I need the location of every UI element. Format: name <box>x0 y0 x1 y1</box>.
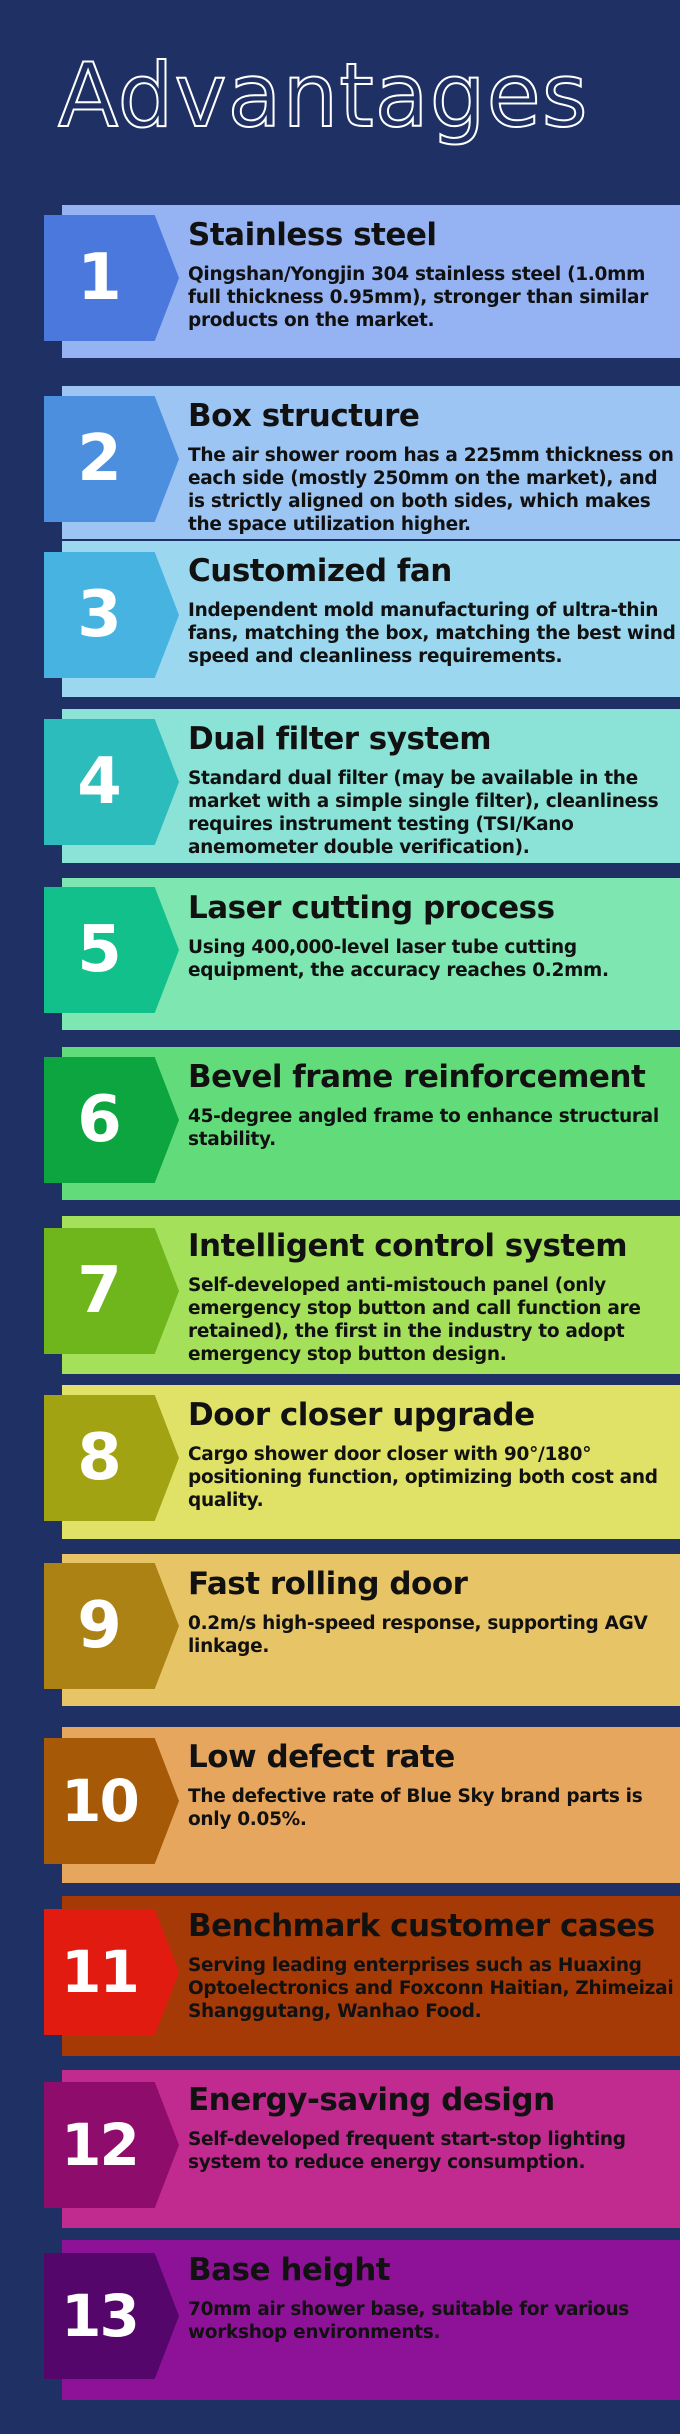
number-badge: 12 <box>44 2082 179 2208</box>
advantage-card: 12 Energy-saving design Self-developed fre… <box>44 2070 680 2228</box>
card-title: Door closer upgrade <box>188 1397 535 1433</box>
advantage-card: 5 Laser cutting process Using 400,000-leve… <box>44 878 680 1030</box>
card-description: Self-developed frequent start-stop light… <box>188 2129 626 2173</box>
card-description: Qingshan/Yongjin 304 stainless steel (1.… <box>188 264 649 331</box>
badge-number: 8 <box>77 1421 122 1495</box>
number-badge: 10 <box>44 1738 179 1864</box>
card-title: Box structure <box>188 398 420 434</box>
badge-number: 1 <box>77 241 122 315</box>
card-description: 0.2m/s high-speed response, supporting A… <box>188 1613 648 1657</box>
advantage-card: 10 Low defect rate The defective rate of B… <box>44 1727 680 1883</box>
advantage-card: 1 Stainless steel Qingshan/Yongjin 304 sta… <box>44 205 680 358</box>
badge-number: 13 <box>61 2282 140 2350</box>
advantage-card: 8 Door closer upgrade Cargo shower door cl… <box>44 1385 680 1539</box>
card-description: Independent mold manufacturing of ultra-… <box>188 600 676 667</box>
advantage-card: 2 Box structure The air shower room has a … <box>44 386 680 539</box>
card-title: Laser cutting process <box>188 890 555 926</box>
badge-number: 12 <box>61 2111 140 2179</box>
number-badge: 7 <box>44 1228 179 1354</box>
number-badge: 13 <box>44 2253 179 2379</box>
card-title: Benchmark customer cases <box>188 1908 655 1944</box>
card-description: 70mm air shower base, suitable for vario… <box>188 2299 630 2343</box>
advantage-card: 11 Benchmark customer cases Serving leadin… <box>44 1896 680 2056</box>
advantage-card: 13 Base height 70mm air shower base, suita… <box>44 2240 680 2400</box>
number-badge: 2 <box>44 396 179 522</box>
badge-number: 2 <box>77 422 122 496</box>
card-description: Using 400,000-level laser tube cutting e… <box>188 937 609 981</box>
card-title: Intelligent control system <box>188 1228 628 1264</box>
card-description: The defective rate of Blue Sky brand par… <box>188 1786 643 1830</box>
advantage-card: 9 Fast rolling door 0.2m/s high-speed resp… <box>44 1554 680 1706</box>
card-description: Self-developed anti-mistouch panel (only… <box>188 1275 641 1365</box>
number-badge: 6 <box>44 1057 179 1183</box>
advantage-card: 7 Intelligent control system Self-develope… <box>44 1216 680 1374</box>
number-badge: 9 <box>44 1563 179 1689</box>
badge-number: 5 <box>77 913 122 987</box>
advantage-card: 4 Dual filter system Standard dual filter … <box>44 709 680 863</box>
number-badge: 4 <box>44 719 179 845</box>
card-description: The air shower room has a 225mm thicknes… <box>188 445 674 535</box>
advantage-card: 6 Bevel frame reinforcement 45-degree angl… <box>44 1047 680 1200</box>
card-title: Energy-saving design <box>188 2082 555 2118</box>
advantage-card: 3 Customized fan Independent mold manufact… <box>44 541 680 697</box>
card-title: Bevel frame reinforcement <box>188 1059 646 1095</box>
page-title: Advantages <box>57 44 589 147</box>
number-badge: 1 <box>44 215 179 341</box>
card-title: Dual filter system <box>188 721 492 757</box>
card-description: Cargo shower door closer with 90°/180° p… <box>188 1444 658 1511</box>
badge-number: 3 <box>77 578 122 652</box>
badge-number: 6 <box>77 1083 122 1157</box>
number-badge: 3 <box>44 552 179 678</box>
badge-number: 11 <box>61 1938 140 2006</box>
card-title: Customized fan <box>188 553 452 589</box>
badge-number: 10 <box>61 1767 140 1835</box>
card-title: Fast rolling door <box>188 1566 468 1602</box>
number-badge: 5 <box>44 887 179 1013</box>
number-badge: 11 <box>44 1909 179 2035</box>
card-description: Serving leading enterprises such as Huax… <box>188 1955 674 2022</box>
badge-number: 7 <box>77 1254 122 1328</box>
card-description: Standard dual filter (may be available i… <box>188 768 659 858</box>
badge-number: 9 <box>77 1589 122 1663</box>
card-title: Base height <box>188 2252 391 2288</box>
badge-number: 4 <box>77 745 122 819</box>
number-badge: 8 <box>44 1395 179 1521</box>
card-title: Low defect rate <box>188 1739 455 1775</box>
card-description: 45-degree angled frame to enhance struct… <box>188 1106 659 1150</box>
card-title: Stainless steel <box>188 217 437 253</box>
